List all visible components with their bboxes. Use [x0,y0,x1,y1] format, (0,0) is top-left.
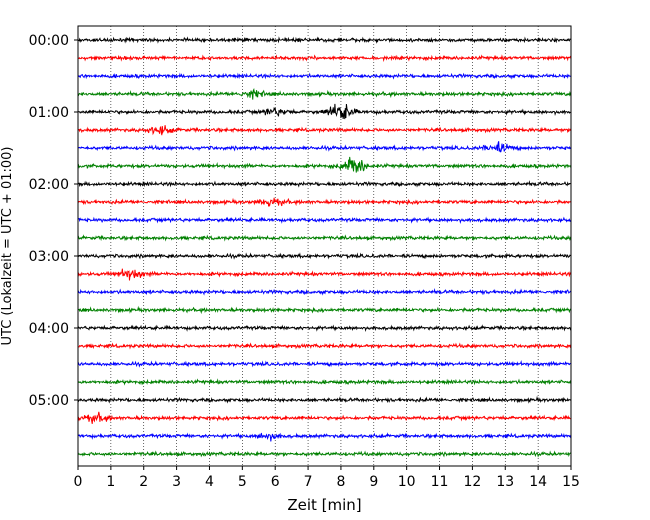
x-tick-label: 4 [205,474,214,490]
traces-group [77,36,572,458]
plot-background [78,26,571,466]
seismic-trace [77,360,572,368]
seismic-trace [77,432,572,442]
seismic-trace [77,103,572,120]
y-tick-label: 02:00 [29,177,69,193]
y-tick-label: 03:00 [29,249,69,265]
x-tick-label: 2 [139,474,148,490]
seismic-trace [77,156,572,173]
x-tick-label: 15 [562,474,580,490]
y-tick-label: 01:00 [29,105,69,121]
seismic-trace [77,411,572,424]
seismic-trace [77,288,572,296]
y-tick-label: 05:00 [29,393,69,409]
seismic-trace [77,36,572,44]
seismic-trace [77,450,572,458]
y-tick-label: 04:00 [29,321,69,337]
seismic-trace [77,342,572,350]
seismic-trace [77,378,572,386]
x-tick-label: 10 [398,474,416,490]
seismic-trace [77,268,572,281]
seismic-trace [77,234,572,242]
grid-lines [110,26,539,466]
seismic-trace [77,395,572,404]
seismic-trace [77,125,572,136]
seismic-trace [77,88,572,100]
x-tick-label: 7 [304,474,313,490]
y-axis-ticks: 00:00 01:00 02:00 03:00 04:00 05:00 [29,33,78,409]
seismic-trace [77,216,572,224]
x-tick-label: 0 [74,474,83,490]
x-tick-label: 11 [431,474,449,490]
seismic-trace [77,180,572,188]
x-tick-label: 5 [238,474,247,490]
x-axis-label: Zeit [min] [287,496,361,514]
x-tick-label: 13 [496,474,514,490]
seismic-trace [77,324,572,332]
y-tick-label: 00:00 [29,33,69,49]
x-axis-ticks: 0 1 2 3 4 5 6 7 8 9 10 11 12 13 14 15 [74,466,580,490]
seismic-trace [77,141,572,153]
seismic-trace [77,54,572,63]
plot-frame [77,25,572,467]
x-tick-label: 14 [529,474,547,490]
seismic-trace [77,252,572,260]
x-tick-label: 6 [271,474,280,490]
x-tick-label: 9 [369,474,378,490]
y-axis-label: UTC (Lokalzeit = UTC + 01:00) [0,147,15,346]
x-tick-label: 1 [106,474,115,490]
seismic-trace [77,197,572,207]
x-tick-label: 3 [172,474,181,490]
x-tick-label: 12 [463,474,481,490]
x-tick-label: 8 [336,474,345,490]
seismic-trace [77,305,572,315]
seismic-trace [77,72,572,80]
